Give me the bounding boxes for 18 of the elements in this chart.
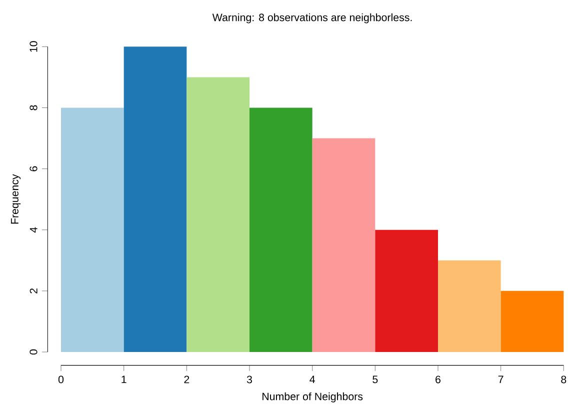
x-tick-label: 7 <box>498 376 504 384</box>
y-tick-label: 4 <box>30 227 38 233</box>
chart-title: Warning: 8 observations are neighborless. <box>212 13 412 24</box>
y-tick-label: 8 <box>30 105 38 110</box>
x-tick-label: 3 <box>246 376 252 384</box>
x-tick-label: 8 <box>561 376 566 384</box>
x-tick-label: 2 <box>184 376 190 384</box>
x-tick-label: 1 <box>122 376 126 384</box>
x-tick-label: 6 <box>436 376 440 384</box>
x-axis-title: Number of Neighbors <box>262 392 363 402</box>
y-tick-label: 0 <box>30 349 38 355</box>
x-tick-label: 4 <box>310 376 315 384</box>
x-tick-label: 5 <box>372 376 378 384</box>
y-tick-label: 10 <box>30 41 38 52</box>
y-tick-label: 2 <box>30 288 38 294</box>
y-axis-title: Frequency <box>11 174 21 224</box>
x-tick-label: 0 <box>58 376 64 384</box>
y-tick-label: 6 <box>30 166 38 172</box>
